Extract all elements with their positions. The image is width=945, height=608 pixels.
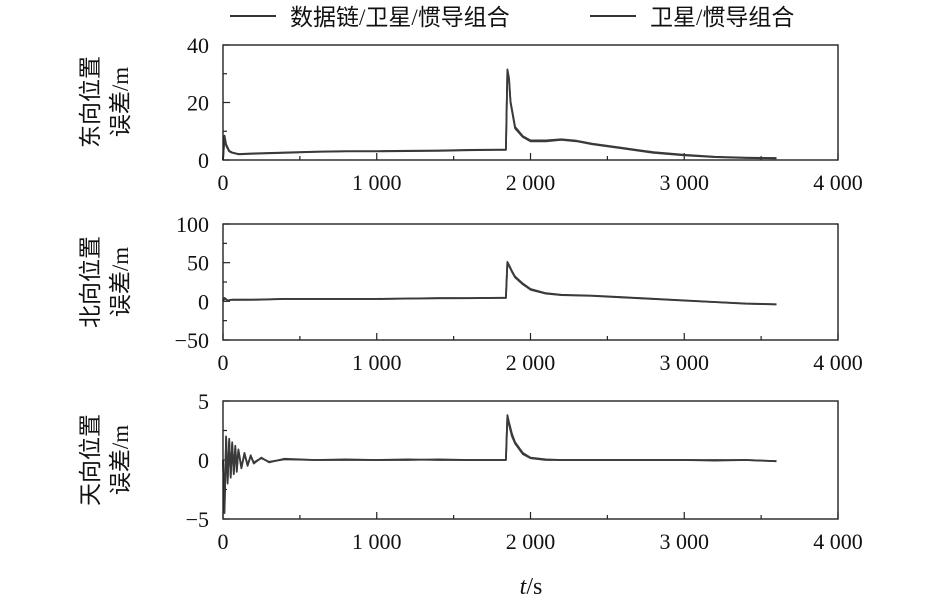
ticks-up: 0 1 000 2 000 3 000 4 000 −5 0 5 <box>186 389 863 554</box>
x-tick-label-north: 4 000 <box>813 350 863 375</box>
x-tick-label-east: 1 000 <box>352 170 402 195</box>
y-tick-label-up: −5 <box>186 507 209 532</box>
legend: 数据链/卫星/惯导组合 卫星/惯导组合 <box>230 5 794 30</box>
series-line-east-2 <box>222 68 777 161</box>
y-tick-label-east: 20 <box>187 91 209 116</box>
y-tick-label-north: 100 <box>176 212 209 237</box>
plot-frame-up <box>222 400 839 520</box>
legend-label-series-1: 数据链/卫星/惯导组合 <box>290 5 510 30</box>
x-axis-title-unit: /s <box>526 574 542 600</box>
x-tick-label-north: 0 <box>218 350 229 375</box>
series-line-up-2 <box>222 416 777 511</box>
x-tick-label-up: 4 000 <box>813 529 863 554</box>
x-axis-title: t/s <box>520 574 543 600</box>
y-tick-label-east: 0 <box>198 148 209 173</box>
series-east <box>222 68 777 161</box>
ylabel-east-line2: 误差/m <box>108 67 133 137</box>
ylabel-north-line1: 北向位置 <box>78 236 103 328</box>
y-tick-label-north: 0 <box>198 289 209 314</box>
ylabel-east-line1: 东向位置 <box>78 56 103 148</box>
x-tick-label-east: 0 <box>218 170 229 195</box>
x-tick-label-up: 2 000 <box>506 529 556 554</box>
ticks-north: 0 1 000 2 000 3 000 4 000 −50 0 50 100 <box>175 212 863 375</box>
y-tick-label-north: 50 <box>187 251 209 276</box>
panel-up: 天向位置 误差/m 0 1 000 2 000 3 000 4 000 −5 0 5 <box>78 389 863 554</box>
ylabel-north-line2: 误差/m <box>108 247 133 317</box>
y-tick-label-up: 5 <box>198 389 209 414</box>
series-north <box>222 260 777 306</box>
plot-frame-north <box>222 223 839 341</box>
series-up <box>222 414 777 514</box>
x-tick-label-north: 3 000 <box>660 350 710 375</box>
ylabel-up-line1: 天向位置 <box>78 414 103 506</box>
legend-label-series-2: 卫星/惯导组合 <box>650 5 794 30</box>
series-line-north-2 <box>222 260 777 306</box>
series-line-up-1 <box>222 414 777 514</box>
y-tick-label-north: −50 <box>175 328 209 353</box>
x-tick-label-east: 4 000 <box>813 170 863 195</box>
series-line-east-1 <box>222 70 777 161</box>
y-tick-label-up: 0 <box>198 448 209 473</box>
x-axis-title-symbol: t <box>520 574 528 600</box>
panel-east: 东向位置 误差/m 0 1 000 2 000 3 000 4 000 0 20 40 <box>78 33 863 195</box>
panel-north: 北向位置 误差/m 0 1 000 2 000 3 000 4 000 −50 0 50 100 <box>78 212 863 375</box>
x-tick-label-up: 0 <box>218 529 229 554</box>
y-tick-label-east: 40 <box>187 33 209 58</box>
x-tick-label-north: 2 000 <box>506 350 556 375</box>
x-tick-label-east: 3 000 <box>660 170 710 195</box>
x-tick-label-up: 1 000 <box>352 529 402 554</box>
x-tick-label-north: 1 000 <box>352 350 402 375</box>
x-tick-label-up: 3 000 <box>660 529 710 554</box>
ticks-east: 0 1 000 2 000 3 000 4 000 0 20 40 <box>187 33 863 195</box>
ylabel-up-line2: 误差/m <box>108 425 133 495</box>
x-tick-label-east: 2 000 <box>506 170 556 195</box>
plot-frame-east <box>222 44 839 161</box>
